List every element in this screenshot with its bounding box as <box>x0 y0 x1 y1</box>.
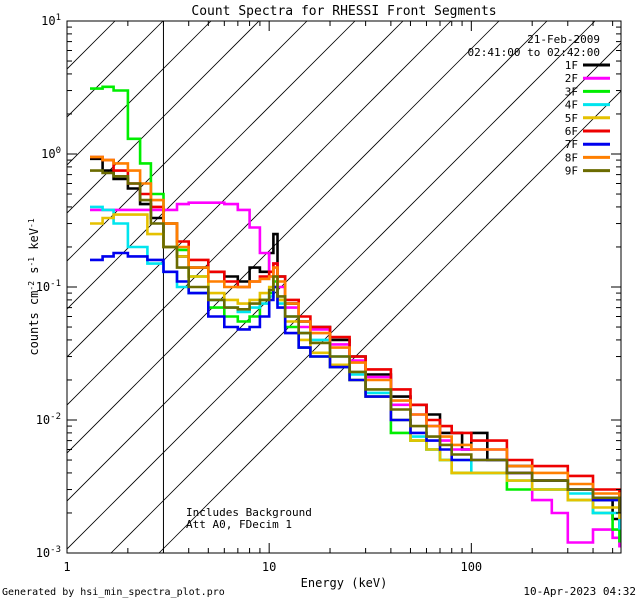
observation-time-range: 02:41:00 to 02:42:00 <box>468 46 600 59</box>
y-tick-label: 10-3 <box>36 545 61 560</box>
x-tick-label: 100 <box>460 560 482 574</box>
hatch-line <box>67 21 212 166</box>
legend-label-4f: 4F <box>565 99 578 112</box>
y-tick-label: 100 <box>41 146 61 161</box>
x-tick-label: 10 <box>262 560 276 574</box>
legend-label-6f: 6F <box>565 125 578 138</box>
hatch-line <box>67 21 308 262</box>
x-tick-labels: 1 10 100 <box>63 560 482 574</box>
legend-label-2f: 2F <box>565 72 578 85</box>
hatch-line <box>158 90 621 553</box>
legend-label-1f: 1F <box>565 59 578 72</box>
generation-timestamp: 10-Apr-2023 04:32 <box>523 585 636 598</box>
y-tick-label: 10-1 <box>36 279 61 294</box>
legend-label-3f: 3F <box>565 85 578 98</box>
hatch-line <box>67 21 596 550</box>
generated-by-label: Generated by hsi_min_spectra_plot.pro <box>2 587 225 598</box>
legend-label-8f: 8F <box>565 151 578 164</box>
x-tick-label: 1 <box>63 560 70 574</box>
observation-date: 21-Feb-2009 <box>527 33 600 46</box>
plot-note: Att A0, FDecim 1 <box>186 518 292 531</box>
legend-label-9f: 9F <box>565 165 578 178</box>
y-tick-label: 101 <box>41 13 61 28</box>
y-axis-label: counts cm-2 s-1 keV-1 <box>27 218 42 355</box>
hatch-line <box>67 21 404 358</box>
series-line-9f <box>90 169 621 513</box>
hatch-line <box>67 21 260 214</box>
chart-title: Count Spectra for RHESSI Front Segments <box>191 4 496 19</box>
legend-label-5f: 5F <box>565 112 578 125</box>
series-line-6f <box>90 155 621 501</box>
hatch-line <box>67 21 164 118</box>
y-tick-labels: 10-3 10-2 10-1 100 101 <box>36 13 61 560</box>
series-lines <box>90 85 621 548</box>
y-tick-label: 10-2 <box>36 412 61 427</box>
hatch-line <box>110 42 621 553</box>
series-line-7f <box>90 251 621 513</box>
axis-ticks <box>66 20 621 554</box>
x-axis-label: Energy (keV) <box>301 576 388 590</box>
y-axis-label-text: counts cm-2 s-1 keV-1 <box>27 218 42 355</box>
plot-note: Includes Background <box>186 506 312 519</box>
series-line-8f <box>90 155 621 508</box>
hatch-line <box>67 21 356 310</box>
legend-label-7f: 7F <box>565 138 578 151</box>
